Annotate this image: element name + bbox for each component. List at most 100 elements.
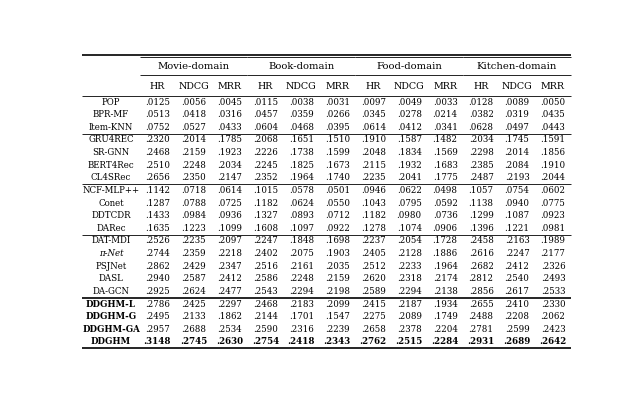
Text: DARec: DARec bbox=[96, 224, 125, 233]
Text: .2533: .2533 bbox=[541, 287, 565, 296]
Text: MRR: MRR bbox=[325, 82, 349, 91]
Text: .1886: .1886 bbox=[433, 249, 458, 258]
Text: .1903: .1903 bbox=[325, 249, 349, 258]
Text: π-Net: π-Net bbox=[99, 249, 124, 258]
Text: .1745: .1745 bbox=[505, 135, 529, 145]
Text: .0893: .0893 bbox=[289, 211, 314, 220]
Text: .2931: .2931 bbox=[467, 337, 495, 346]
Text: .2041: .2041 bbox=[397, 173, 422, 182]
Text: .2275: .2275 bbox=[361, 312, 386, 321]
Text: .0097: .0097 bbox=[361, 98, 386, 107]
Text: .0946: .0946 bbox=[361, 186, 386, 195]
Text: .1015: .1015 bbox=[253, 186, 278, 195]
Text: DAT-MDI: DAT-MDI bbox=[92, 237, 131, 245]
Text: .1651: .1651 bbox=[289, 135, 314, 145]
Text: .2512: .2512 bbox=[361, 261, 386, 271]
Text: .0795: .0795 bbox=[397, 199, 422, 207]
Text: .1932: .1932 bbox=[397, 161, 422, 170]
Text: .2062: .2062 bbox=[541, 312, 566, 321]
Text: .1934: .1934 bbox=[433, 299, 458, 308]
Text: .0045: .0045 bbox=[217, 98, 242, 107]
Text: BERT4Rec: BERT4Rec bbox=[88, 161, 134, 170]
Text: .0433: .0433 bbox=[217, 123, 242, 132]
Text: .2237: .2237 bbox=[361, 237, 385, 245]
Text: .2468: .2468 bbox=[145, 148, 170, 157]
Text: .0624: .0624 bbox=[289, 199, 314, 207]
Text: .1738: .1738 bbox=[289, 148, 314, 157]
Text: .0736: .0736 bbox=[433, 211, 458, 220]
Text: .2326: .2326 bbox=[541, 261, 565, 271]
Text: .0604: .0604 bbox=[253, 123, 278, 132]
Text: .0981: .0981 bbox=[541, 224, 566, 233]
Text: .1138: .1138 bbox=[468, 199, 493, 207]
Text: .2359: .2359 bbox=[181, 249, 206, 258]
Text: .0628: .0628 bbox=[468, 123, 493, 132]
Text: .0345: .0345 bbox=[361, 110, 386, 119]
Text: .2754: .2754 bbox=[252, 337, 279, 346]
Text: .2147: .2147 bbox=[217, 173, 242, 182]
Text: .2405: .2405 bbox=[361, 249, 386, 258]
Text: .2075: .2075 bbox=[289, 249, 314, 258]
Text: .2656: .2656 bbox=[145, 173, 170, 182]
Text: PSJNet: PSJNet bbox=[95, 261, 127, 271]
Text: .1510: .1510 bbox=[324, 135, 350, 145]
Text: .0418: .0418 bbox=[181, 110, 206, 119]
Text: SR-GNN: SR-GNN bbox=[92, 148, 130, 157]
Text: .0754: .0754 bbox=[505, 186, 529, 195]
Text: POP: POP bbox=[102, 98, 120, 107]
Text: NDCG: NDCG bbox=[286, 82, 317, 91]
Text: .2515: .2515 bbox=[396, 337, 423, 346]
Text: HR: HR bbox=[474, 82, 489, 91]
Text: .1698: .1698 bbox=[325, 237, 350, 245]
Text: .2468: .2468 bbox=[253, 299, 278, 308]
Text: .2084: .2084 bbox=[504, 161, 530, 170]
Text: .0457: .0457 bbox=[253, 110, 278, 119]
Text: .0718: .0718 bbox=[181, 186, 206, 195]
Text: .2617: .2617 bbox=[505, 287, 529, 296]
Text: NDCG: NDCG bbox=[178, 82, 209, 91]
Text: .2174: .2174 bbox=[433, 274, 458, 283]
Text: .2402: .2402 bbox=[253, 249, 278, 258]
Text: .2318: .2318 bbox=[397, 274, 422, 283]
Text: .2284: .2284 bbox=[431, 337, 459, 346]
Text: Item-KNN: Item-KNN bbox=[89, 123, 133, 132]
Text: .0038: .0038 bbox=[289, 98, 314, 107]
Text: .1964: .1964 bbox=[289, 173, 314, 182]
Text: .0278: .0278 bbox=[397, 110, 422, 119]
Text: .2590: .2590 bbox=[253, 325, 278, 334]
Text: .2378: .2378 bbox=[397, 325, 422, 334]
Text: .2187: .2187 bbox=[397, 299, 422, 308]
Text: .2682: .2682 bbox=[468, 261, 493, 271]
Text: .2014: .2014 bbox=[504, 148, 530, 157]
Text: .2812: .2812 bbox=[468, 274, 493, 283]
Text: .0712: .0712 bbox=[325, 211, 350, 220]
Text: .2526: .2526 bbox=[145, 237, 170, 245]
Text: .2115: .2115 bbox=[361, 161, 386, 170]
Text: .2630: .2630 bbox=[216, 337, 243, 346]
Text: .1482: .1482 bbox=[433, 135, 458, 145]
Text: .1608: .1608 bbox=[253, 224, 278, 233]
Text: .0923: .0923 bbox=[541, 211, 565, 220]
Text: .2415: .2415 bbox=[361, 299, 386, 308]
Text: .2034: .2034 bbox=[468, 135, 493, 145]
Text: Conet: Conet bbox=[98, 199, 124, 207]
Text: .2048: .2048 bbox=[361, 148, 386, 157]
Text: .0316: .0316 bbox=[217, 110, 242, 119]
Text: .2239: .2239 bbox=[325, 325, 349, 334]
Text: .2786: .2786 bbox=[145, 299, 170, 308]
Text: .0980: .0980 bbox=[397, 211, 422, 220]
Text: .2218: .2218 bbox=[217, 249, 242, 258]
Text: .2316: .2316 bbox=[289, 325, 314, 334]
Text: DA-GCN: DA-GCN bbox=[93, 287, 129, 296]
Text: .0752: .0752 bbox=[145, 123, 170, 132]
Text: .2099: .2099 bbox=[325, 299, 349, 308]
Text: .2226: .2226 bbox=[253, 148, 278, 157]
Text: .2624: .2624 bbox=[181, 287, 206, 296]
Text: .0940: .0940 bbox=[504, 199, 530, 207]
Text: .1848: .1848 bbox=[289, 237, 314, 245]
Text: .1964: .1964 bbox=[433, 261, 458, 271]
Text: .2862: .2862 bbox=[145, 261, 170, 271]
Text: .0468: .0468 bbox=[289, 123, 314, 132]
Text: .1299: .1299 bbox=[468, 211, 493, 220]
Text: .2159: .2159 bbox=[325, 274, 349, 283]
